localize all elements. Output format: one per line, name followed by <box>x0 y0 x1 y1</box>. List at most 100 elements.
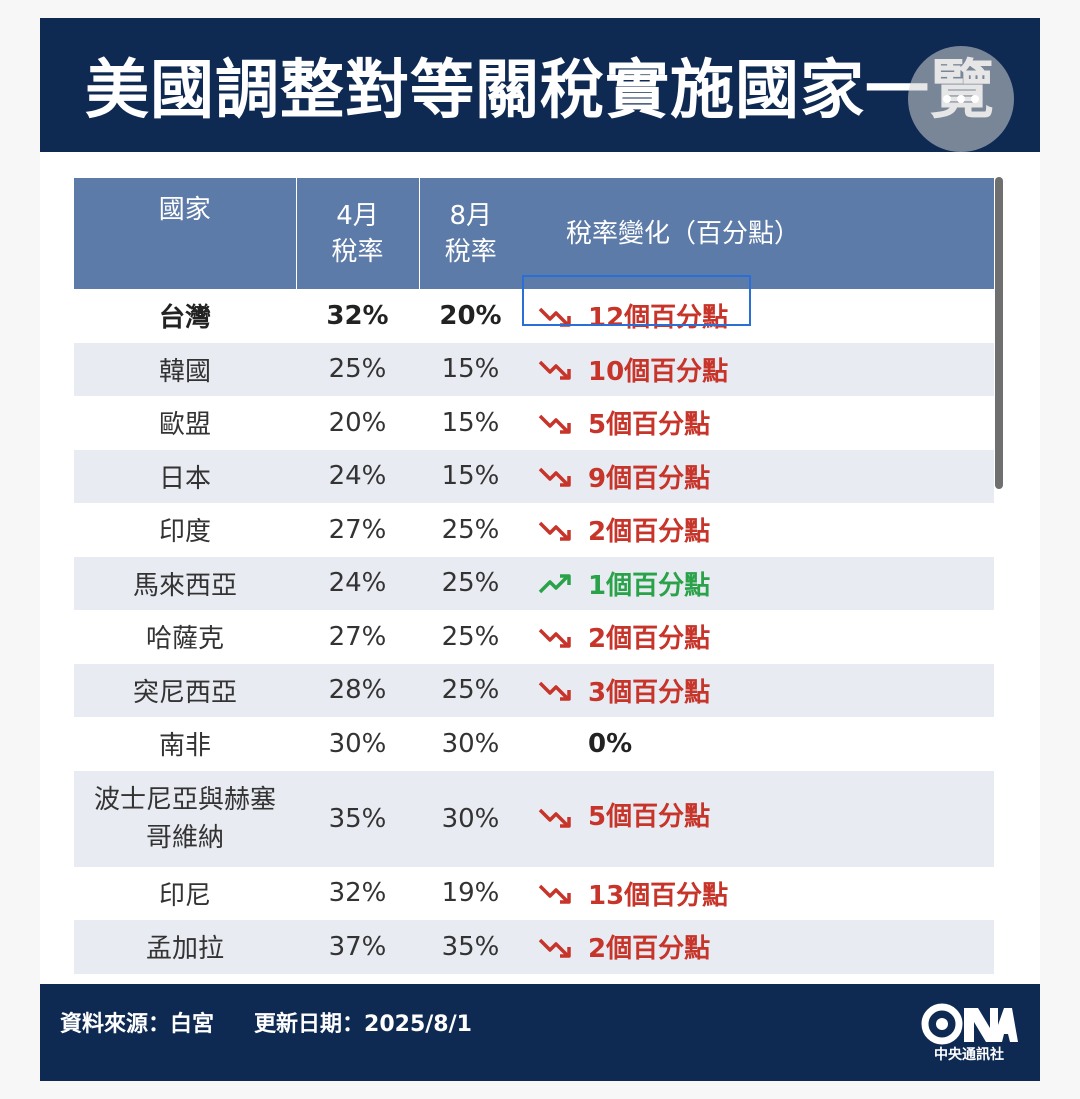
table-row: 波士尼亞與赫塞 哥維納 35% 30% 5個百分點 <box>74 770 994 867</box>
header-rate-change: 稅率變化（百分點） <box>522 178 994 289</box>
scrollbar[interactable] <box>995 177 1003 489</box>
country-cell: 南非 <box>158 731 211 762</box>
rate-change-text: 13個百分點 <box>588 880 729 911</box>
august-rate-cell: 35% <box>419 920 522 974</box>
rate-change-cell: 3個百分點 <box>522 663 994 717</box>
title-bar: 美國調整對等關稅實施國家一覽 <box>40 18 1040 152</box>
rate-change-text: 3個百分點 <box>588 677 711 708</box>
rate-change-text: 2個百分點 <box>588 624 711 654</box>
august-rate-cell: 15% <box>441 407 500 438</box>
country-cell: 馬來西亞 <box>74 556 296 610</box>
cna-logo <box>921 1003 1018 1045</box>
country-cell: 孟加拉 <box>74 920 296 974</box>
trend-down-icon <box>538 307 571 327</box>
rate-change-text: 12個百分點 <box>588 303 729 333</box>
country-cell: 台灣 <box>158 303 211 334</box>
table-row: 印尼 32% 19% 13個百分點 <box>74 867 994 921</box>
august-rate-cell: 15% <box>419 449 522 503</box>
header-august-line1: 8月 <box>449 200 493 231</box>
april-rate-cell: 24% <box>296 556 419 610</box>
rate-change-value: 9個百分點 <box>538 458 710 495</box>
header-april-line2: 稅率 <box>331 236 384 267</box>
rate-change-cell: 1個百分點 <box>522 556 994 610</box>
country-cell: 印度 <box>158 517 211 548</box>
april-rate-cell: 30% <box>328 728 387 759</box>
table-row: 哈薩克 27% 25% 2個百分點 <box>74 610 994 664</box>
trend-down-icon <box>538 808 571 828</box>
country-cell: 歐盟 <box>158 410 211 441</box>
table-row: 馬來西亞 24% 25% 1個百分點 <box>74 556 994 610</box>
april-rate-cell: 27% <box>328 621 387 652</box>
table-row: 孟加拉 37% 35% 2個百分點 <box>74 920 994 974</box>
table-row: 突尼西亞 28% 25% 3個百分點 <box>74 663 994 717</box>
trend-up-icon <box>538 574 571 594</box>
rate-change-value: 3個百分點 <box>538 672 710 709</box>
rate-change-value: 0% <box>588 729 632 759</box>
rate-change-text: 9個百分點 <box>588 463 711 494</box>
rate-change-cell: 5個百分點 <box>522 770 994 867</box>
country-name-line: 哥維納 <box>145 822 224 853</box>
more-dot-icon <box>971 95 979 103</box>
rate-change-text: 2個百分點 <box>588 517 711 547</box>
rate-change-cell: 2個百分點 <box>522 920 994 974</box>
page-title: 美國調整對等關稅實施國家一覽 <box>85 54 995 128</box>
august-rate-cell: 25% <box>441 621 500 652</box>
rate-change-text: 10個百分點 <box>588 356 729 387</box>
august-rate-cell: 25% <box>441 514 500 545</box>
rate-change-cell[interactable]: 12個百分點 <box>522 289 994 343</box>
rate-change-cell: 13個百分點 <box>522 867 994 921</box>
country-name-line: 波士尼亞與赫塞 <box>93 784 276 815</box>
country-cell: 塞爾維亞 <box>74 974 296 985</box>
rate-change-text: 1個百分點 <box>588 570 711 601</box>
tariff-table-container[interactable]: 國家 4月 稅率 8月 稅率 稅率變化（百分點） 台灣 32% 20% 12個百分點韓… <box>74 178 994 984</box>
trend-down-icon <box>538 360 571 380</box>
logo-subtitle: 中央通訊社 <box>934 1047 1004 1063</box>
rate-change-value: 5個百分點 <box>538 404 710 441</box>
rate-change-value: 13個百分點 <box>538 875 728 912</box>
august-rate-cell: 30% <box>441 728 500 759</box>
more-options-button[interactable] <box>908 46 1014 152</box>
august-rate-cell: 30% <box>419 770 522 867</box>
country-cell: 印尼 <box>158 880 211 911</box>
april-rate-cell: 35% <box>296 770 419 867</box>
country-cell: 日本 <box>74 449 296 503</box>
april-rate-cell: 28% <box>296 663 419 717</box>
april-rate-cell: 25% <box>296 342 419 396</box>
rate-change-value: 10個百分點 <box>538 351 728 388</box>
table-body: 台灣 32% 20% 12個百分點 韓國 25% 15% 10個百分點 歐盟 20% 15% 5個百分… <box>74 289 994 984</box>
footer: 資料來源：白宮 更新日期：2025/8/1 中央通訊社 <box>40 984 1040 1081</box>
rate-change-cell: 10個百分點 <box>522 342 994 396</box>
rate-change-text: 0% <box>588 728 633 759</box>
header-april-line1: 4月 <box>336 200 379 231</box>
rate-change-value: 2個百分點 <box>538 618 710 655</box>
trend-down-icon <box>538 681 571 701</box>
country-cell: 波士尼亞與赫塞 哥維納 <box>74 770 296 867</box>
source-label: 資料來源：白宮 <box>60 1012 215 1037</box>
rate-change-cell: 2個百分點 <box>522 610 994 664</box>
august-rate-cell: 20% <box>439 300 502 331</box>
rate-change-text: 5個百分點 <box>588 801 711 832</box>
august-rate-cell: 25% <box>419 556 522 610</box>
country-cell: 韓國 <box>74 342 296 396</box>
rate-change-cell: 9個百分點 <box>522 449 994 503</box>
table-row: 印度 27% 25% 2個百分點 <box>74 503 994 557</box>
april-rate-cell: 32% <box>326 300 389 331</box>
april-rate-cell: 37% <box>296 974 419 985</box>
august-rate-cell: 15% <box>419 342 522 396</box>
rate-change-value: 5個百分點 <box>538 798 710 836</box>
country-cell: 突尼西亞 <box>74 663 296 717</box>
trend-down-icon <box>538 521 571 541</box>
footer-text: 資料來源：白宮 更新日期：2025/8/1 <box>60 1006 512 1038</box>
april-rate-cell: 27% <box>328 514 387 545</box>
header-august-line2: 稅率 <box>444 236 497 267</box>
rate-change-cell: 2個百分點 <box>522 974 994 985</box>
april-rate-cell: 32% <box>328 878 387 909</box>
april-rate-cell: 20% <box>328 407 387 438</box>
rate-change-value: 1個百分點 <box>538 565 710 602</box>
table-row: 歐盟 20% 15% 5個百分點 <box>74 396 994 450</box>
rate-change-cell: 2個百分點 <box>522 503 994 557</box>
table-row: 台灣 32% 20% 12個百分點 <box>74 289 994 343</box>
april-rate-cell: 37% <box>296 920 419 974</box>
table-row: 日本 24% 15% 9個百分點 <box>74 449 994 503</box>
trend-down-icon <box>538 628 571 648</box>
